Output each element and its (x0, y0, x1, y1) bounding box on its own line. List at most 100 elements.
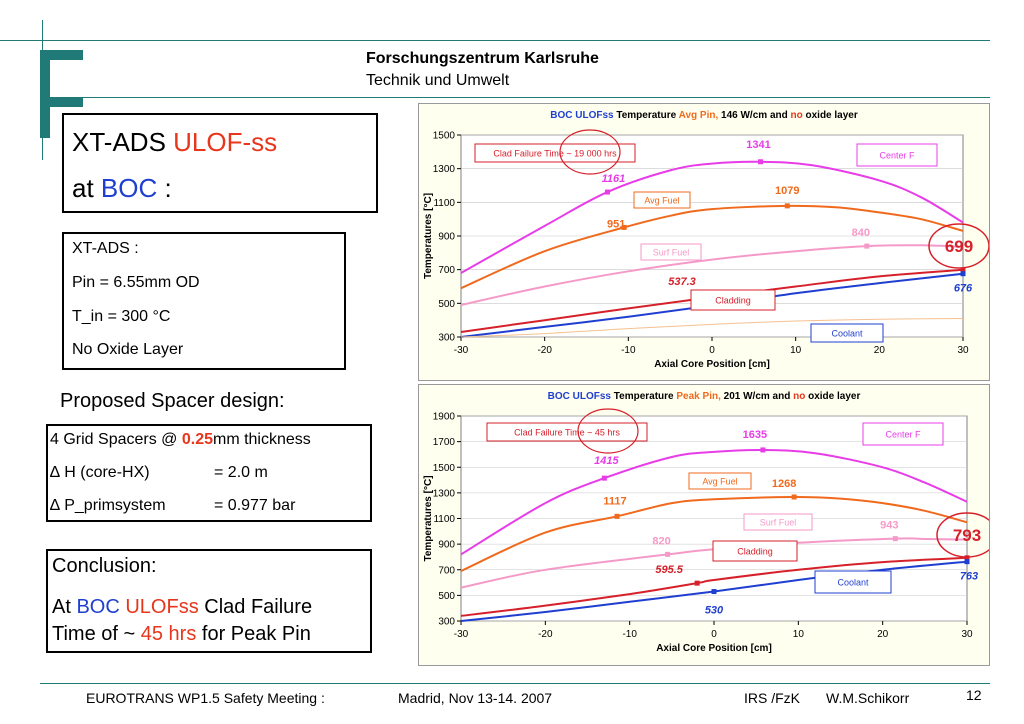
chart-title-part: Avg Pin, (676, 110, 718, 121)
series-name-box-center (856, 143, 938, 167)
conclusion-hours: 45 hrs (140, 623, 197, 645)
header-rule-vertical (42, 20, 43, 160)
footer-date: Madrid, Nov 13-14. 2007 (398, 690, 553, 706)
x-tick-label: 10 (793, 629, 805, 640)
series-name-box-surf_fuel (743, 513, 813, 531)
clad-failure-box (486, 422, 648, 442)
spec-box: XT-ADS : Pin = 6.55mm OD T_in = 300 °C N… (62, 232, 346, 370)
title-box: XT-ADS ULOF-ss at BOC : (62, 113, 378, 213)
data-label-coolant: 763 (960, 571, 978, 583)
spacer-title: Proposed Spacer design: (60, 390, 285, 412)
data-marker-coolant (964, 559, 970, 565)
chart-title-part: oxide layer (805, 391, 860, 402)
clad-failure-text: Clad Failure Time ~ 45 hrs (514, 428, 620, 438)
chart-title-part: Temperature (614, 391, 674, 402)
series-name-cladding: Cladding (737, 547, 773, 557)
title-boc: BOC (100, 173, 158, 203)
x-tick-label: -20 (538, 629, 553, 640)
data-marker-center (601, 475, 607, 481)
series-name-avg_fuel: Avg Fuel (644, 196, 679, 206)
series-name-surf_fuel: Surf Fuel (653, 248, 690, 258)
data-label-center: 1341 (746, 139, 770, 151)
spacer-count: 4 Grid Spacers @ (50, 431, 182, 448)
conclusion-text: Clad Failure (198, 596, 313, 618)
logo-bar-vertical-2 (40, 97, 50, 137)
series-name-center: Center F (885, 430, 921, 440)
data-marker-surf_fuel (864, 243, 870, 249)
y-tick-label: 1300 (433, 488, 456, 499)
y-tick-label: 700 (438, 265, 455, 276)
x-tick-label: -30 (454, 629, 469, 640)
y-tick-label: 700 (438, 565, 455, 576)
spec-item: T_in = 300 °C (72, 308, 171, 325)
series-name-box-center (862, 422, 944, 446)
chart-avg-pin-frame: BOC ULOFss Temperature Avg Pin, 146 W/cm… (418, 103, 990, 381)
conclusion-text: Time of ~ (52, 623, 141, 645)
x-tick-label: 30 (961, 629, 973, 640)
series-name-surf_fuel: Surf Fuel (760, 518, 797, 528)
data-label-avg_fuel: 951 (607, 218, 625, 230)
chart-title-part: BOC ULOFss (550, 110, 616, 121)
x-tick-label: -30 (454, 345, 469, 356)
chart-title: BOC ULOFss Temperature Avg Pin, 146 W/cm… (550, 110, 858, 121)
institute-subtitle: Technik und Umwelt (366, 72, 510, 89)
y-tick-label: 1100 (433, 514, 455, 525)
series-name-box-cladding (690, 289, 776, 311)
spacer-dh-value: = 2.0 m (214, 464, 268, 481)
data-marker-center (760, 447, 766, 453)
y-tick-label: 1300 (433, 164, 456, 175)
conclusion-boc: BOC (76, 596, 120, 618)
spec-item: Pin = 6.55mm OD (72, 274, 200, 291)
series-line-center (460, 160, 964, 274)
chart-title-part: no (788, 110, 803, 121)
data-label-cladding: 699 (945, 237, 973, 256)
clad-failure-text: Clad Failure Time ~ 19 000 hrs (493, 149, 617, 159)
data-label-avg_fuel: 1117 (603, 495, 626, 507)
title-line-1: XT-ADS ULOF-ss (72, 127, 277, 158)
data-label-cladding: 537.3 (668, 276, 696, 288)
data-label-center: 1161 (602, 173, 626, 185)
x-tick-label: -10 (621, 345, 636, 356)
y-tick-label: 500 (438, 299, 455, 310)
conclusion-line-2: Time of ~ 45 hrs for Peak Pin (52, 623, 311, 646)
data-marker-avg_fuel (784, 203, 790, 209)
footer-author: W.M.Schikorr (826, 690, 910, 706)
x-axis-label: Axial Core Position [cm] (656, 643, 772, 654)
data-label-center: 1635 (743, 429, 767, 441)
data-marker-cladding (964, 555, 970, 561)
y-tick-label: 1500 (433, 463, 456, 474)
data-label-surf_fuel: 840 (852, 227, 870, 239)
chart-peak-pin-frame: BOC ULOFss Temperature Peak Pin, 201 W/c… (418, 384, 998, 666)
footer-institute: IRS /FzK (744, 690, 801, 706)
data-marker-coolant (711, 589, 717, 595)
conclusion-text: for Peak Pin (196, 623, 311, 645)
y-axis-label: Temperatures [°C] (423, 193, 434, 279)
clad-failure-circle (559, 129, 621, 175)
title-line-2: at BOC : (72, 173, 172, 204)
series-name-box-coolant (814, 570, 892, 594)
series-line-cladding (460, 556, 968, 617)
spacer-box: 4 Grid Spacers @ 0.25mm thickness ∆ H (c… (46, 424, 372, 522)
series-name-box-cladding (712, 540, 798, 562)
clad-failure-circle (577, 408, 639, 454)
y-tick-label: 300 (438, 333, 455, 344)
y-tick-label: 1900 (433, 412, 456, 423)
series-name-avg_fuel: Avg Fuel (702, 477, 737, 487)
footer-rule (40, 683, 990, 684)
spacer-line-1: 4 Grid Spacers @ 0.25mm thickness (50, 431, 311, 449)
chart-title-part: no (790, 391, 805, 402)
y-tick-label: 1100 (433, 198, 455, 209)
data-label-surf_fuel: 820 (652, 535, 670, 547)
series-line-avg_fuel (460, 495, 968, 572)
data-label-center: 1415 (594, 455, 619, 467)
series-name-box-avg_fuel (633, 191, 691, 209)
data-marker-surf_fuel (665, 551, 671, 557)
x-axis-label: Axial Core Position [cm] (654, 359, 770, 370)
data-label-cladding: 595.5 (655, 564, 683, 576)
spacer-thickness-value: 0.25 (181, 431, 213, 448)
data-marker-avg_fuel (621, 224, 627, 230)
x-tick-label: -10 (622, 629, 637, 640)
title-prefix: XT-ADS (72, 127, 174, 157)
y-tick-label: 1500 (433, 131, 456, 142)
data-marker-cladding (694, 580, 700, 586)
